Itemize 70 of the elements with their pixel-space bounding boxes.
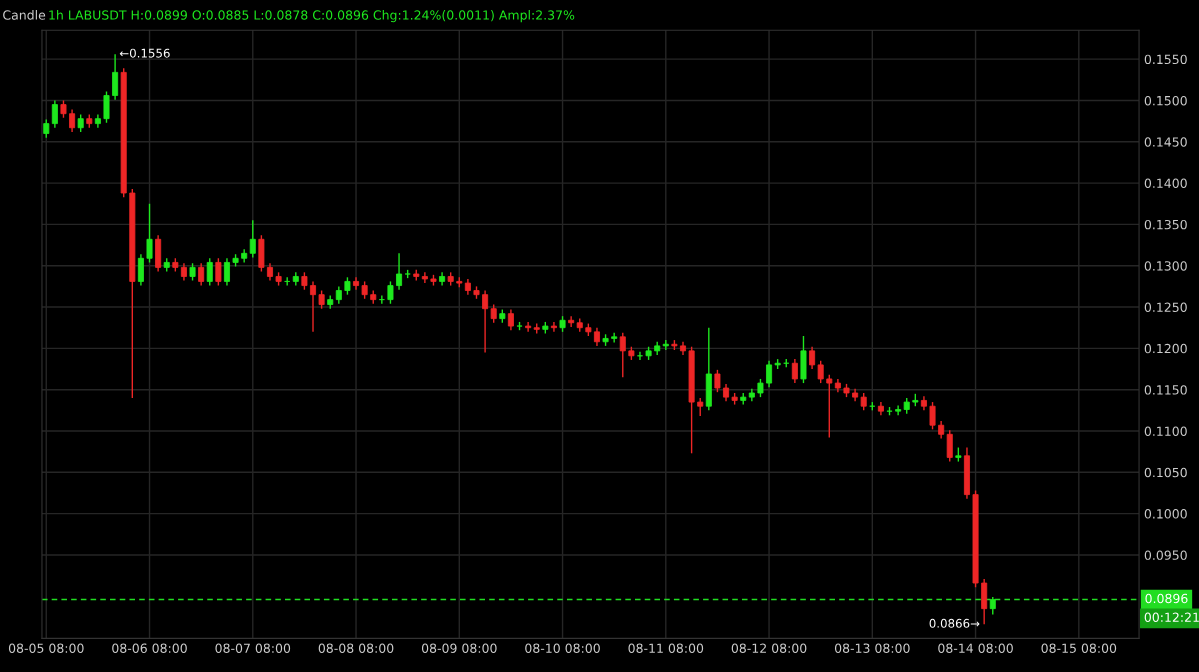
x-tick-label: 08-12 08:00: [731, 643, 807, 653]
candlestick: [69, 108, 76, 133]
candlestick: [507, 308, 514, 331]
y-tick-label: 0.1500: [1144, 95, 1187, 106]
annotation: 0.0866→: [929, 618, 980, 628]
candlestick: [550, 321, 557, 333]
y-tick-label: 0.1400: [1144, 178, 1187, 189]
candlestick: [619, 331, 626, 378]
candlestick: [791, 358, 798, 384]
candlestick: [310, 280, 317, 333]
candlestick: [318, 289, 325, 310]
candlestick: [525, 321, 532, 333]
candlestick: [568, 315, 575, 328]
y-tick-label: 0.1550: [1144, 54, 1187, 65]
candlestick: [636, 350, 643, 361]
candlestick: [146, 203, 153, 264]
candlestick: [593, 327, 600, 347]
candlestick: [198, 262, 205, 287]
y-tick-label: 0.1000: [1144, 509, 1187, 519]
candlestick: [490, 303, 497, 324]
candlestick: [826, 374, 833, 439]
x-tick-label: 08-11 08:00: [628, 643, 704, 653]
x-tick-label: 08-09 08:00: [421, 643, 497, 653]
candlestick: [946, 429, 953, 463]
candlestick: [757, 378, 764, 398]
x-tick-label: 08-15 08:00: [1041, 643, 1117, 653]
y-tick-label: 0.1150: [1144, 385, 1187, 395]
candlestick: [817, 360, 824, 384]
y-tick-label: 0.0950: [1144, 550, 1187, 560]
x-tick-label: 08-07 08:00: [215, 643, 291, 653]
candlestick: [697, 397, 704, 417]
candlestick: [353, 276, 360, 291]
candlestick: [137, 253, 144, 287]
chart-title: Candle: [3, 10, 46, 20]
y-tick-label: 0.1300: [1144, 261, 1187, 271]
candlestick: [396, 252, 403, 291]
x-tick-label: 08-08 08:00: [318, 643, 394, 653]
candlestick: [223, 257, 230, 287]
text: 00:12:21: [1144, 612, 1199, 623]
candlestick: [714, 369, 721, 393]
candlestick: [206, 257, 213, 287]
candlestick: [809, 346, 816, 370]
ref-line-label: 0.0896: [1145, 593, 1188, 604]
candlestick: [766, 360, 773, 388]
x-tick-label: 08-06 08:00: [112, 643, 187, 653]
y-tick-label: 0.1450: [1144, 137, 1187, 147]
candlestick: [378, 294, 385, 305]
candlestick: [112, 53, 119, 101]
y-tick-label: 0.1200: [1144, 343, 1187, 354]
x-tick-label: 08-13 08:00: [834, 643, 910, 653]
candlestick: [482, 289, 489, 354]
candlestick: [387, 280, 394, 305]
y-tick-label: 0.1350: [1144, 219, 1187, 230]
x-tick-label: 08-05 08:00: [8, 643, 84, 653]
candlestick: [421, 271, 428, 284]
y-tick-label: 0.1100: [1144, 426, 1187, 436]
y-tick-label: 0.1050: [1144, 467, 1187, 478]
candlestick: [929, 401, 936, 431]
candlestick: [215, 257, 222, 287]
candlestick: [103, 90, 110, 124]
y-tick-label: 0.1250: [1144, 302, 1187, 312]
candlestick: [43, 118, 50, 139]
candlestick: [249, 219, 256, 259]
x-tick-label: 08-10 08:00: [525, 643, 600, 653]
annotation: ←0.1556: [119, 48, 170, 58]
chart-subtitle: 1h LABUSDT H:0.0899 O:0.0885 L:0.0878 C:0.0896 Chg:1.24%(0.0011) Ampl:2.37%: [49, 10, 575, 23]
x-tick-label: 08-14 08:00: [938, 643, 1013, 653]
candlestick: [611, 331, 618, 344]
candlestick: [895, 404, 902, 416]
candlestick: [51, 99, 58, 129]
